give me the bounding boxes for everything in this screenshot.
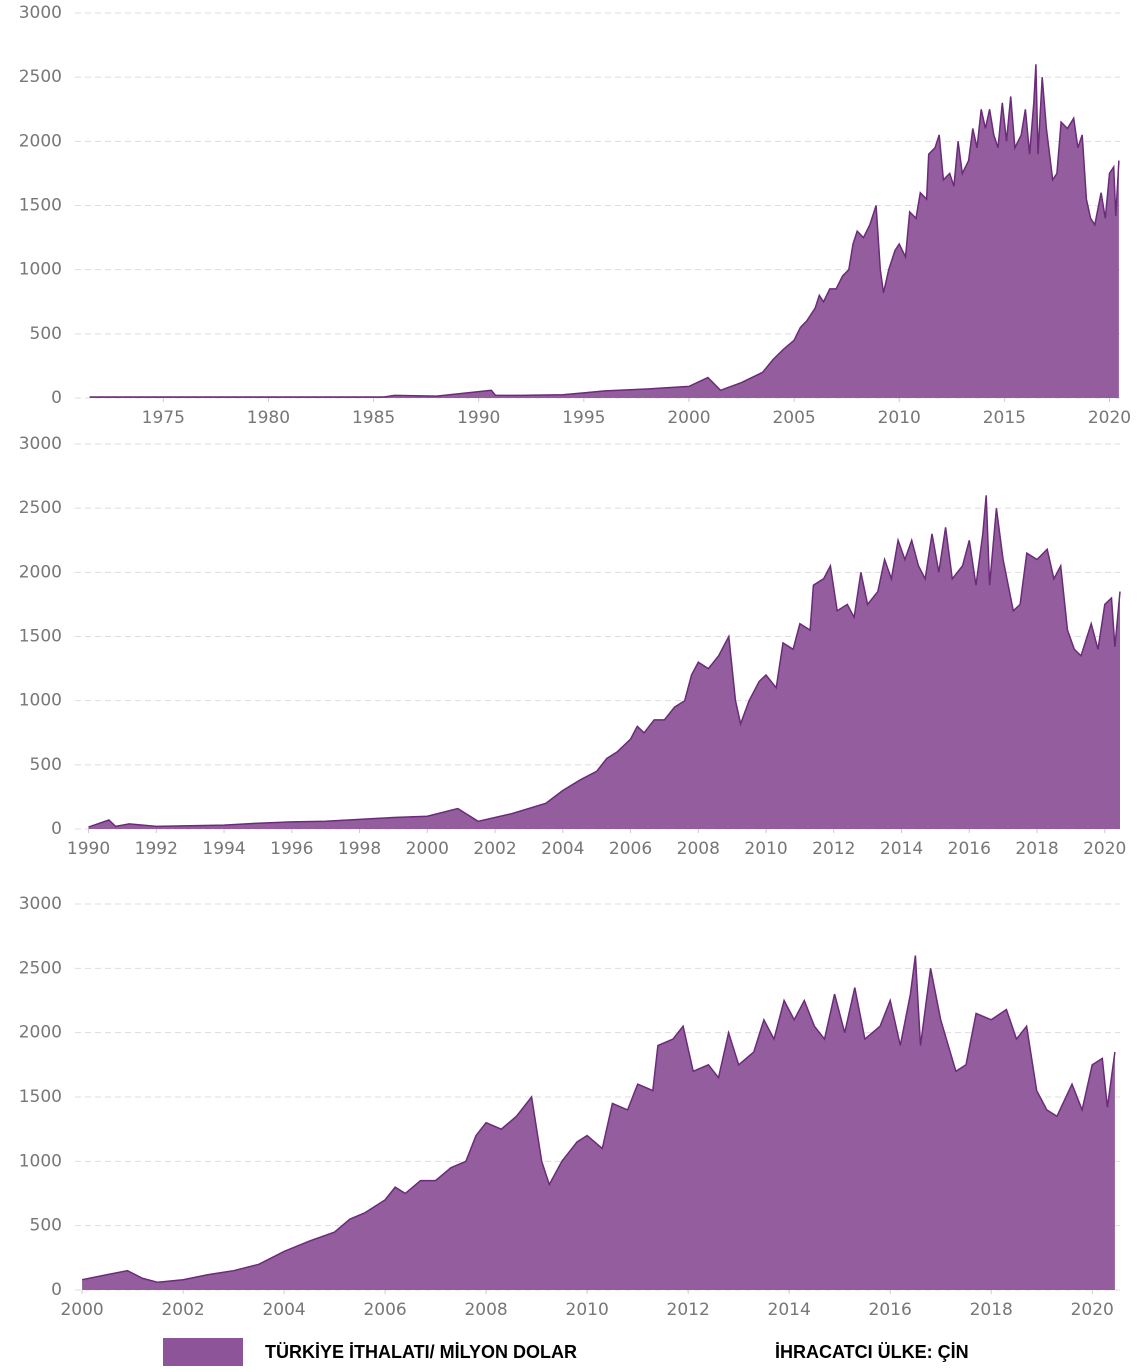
x-tick-label: 2010 xyxy=(566,1300,609,1320)
x-tick-label: 1990 xyxy=(457,408,500,428)
y-tick-label: 2500 xyxy=(19,498,62,518)
x-tick-label: 2006 xyxy=(609,839,652,859)
area xyxy=(88,495,1120,829)
x-tick-label: 1980 xyxy=(247,408,290,428)
x-tick-label: 1992 xyxy=(135,839,178,859)
y-tick-label: 3000 xyxy=(19,3,62,23)
x-tick-label: 1995 xyxy=(562,408,605,428)
x-tick-label: 2020 xyxy=(1088,408,1131,428)
y-tick-label: 3000 xyxy=(19,434,62,454)
x-tick-label: 2014 xyxy=(768,1300,811,1320)
x-tick-label: 2010 xyxy=(878,408,921,428)
x-tick-label: 2016 xyxy=(948,839,991,859)
y-tick-label: 1000 xyxy=(19,691,62,711)
area-line xyxy=(88,495,1121,828)
y-tick-label: 1000 xyxy=(19,260,62,280)
y-tick-label: 500 xyxy=(30,324,62,344)
y-tick-label: 2000 xyxy=(19,1023,62,1043)
legend-label: TÜRKİYE İTHALATI/ MİLYON DOLAR xyxy=(265,1342,577,1362)
annotation: İHRACATCI ÜLKE: ÇİN xyxy=(775,1342,969,1362)
y-tick-label: 0 xyxy=(51,388,62,408)
x-tick-label: 2012 xyxy=(667,1300,710,1320)
x-tick-label: 2015 xyxy=(983,408,1026,428)
x-tick-label: 1998 xyxy=(338,839,381,859)
y-tick-label: 0 xyxy=(51,819,62,839)
x-tick-label: 2000 xyxy=(60,1300,103,1320)
x-tick-label: 2000 xyxy=(406,839,449,859)
x-tick-label: 2010 xyxy=(744,839,787,859)
area xyxy=(89,64,1119,399)
y-tick-label: 1500 xyxy=(19,627,62,647)
area-line xyxy=(81,955,1116,1284)
x-tick-label: 2002 xyxy=(473,839,516,859)
x-tick-label: 2016 xyxy=(869,1300,912,1320)
area xyxy=(82,955,1115,1290)
legend-swatch xyxy=(163,1338,243,1366)
y-tick-label: 1000 xyxy=(19,1151,62,1171)
y-tick-label: 1500 xyxy=(19,1087,62,1107)
x-tick-label: 2004 xyxy=(541,839,584,859)
y-tick-label: 2500 xyxy=(19,958,62,978)
x-tick-label: 2020 xyxy=(1071,1300,1114,1320)
x-tick-label: 2008 xyxy=(464,1300,507,1320)
y-tick-label: 3000 xyxy=(19,894,62,914)
x-tick-label: 1985 xyxy=(352,408,395,428)
x-tick-label: 2005 xyxy=(772,408,815,428)
x-tick-label: 2006 xyxy=(363,1300,406,1320)
x-tick-label: 2000 xyxy=(667,408,710,428)
x-tick-label: 2012 xyxy=(812,839,855,859)
y-tick-label: 2000 xyxy=(19,131,62,151)
x-tick-label: 2004 xyxy=(262,1300,305,1320)
x-tick-label: 2020 xyxy=(1083,839,1126,859)
x-tick-label: 1994 xyxy=(202,839,245,859)
y-tick-label: 500 xyxy=(30,1216,62,1236)
x-tick-label: 1996 xyxy=(270,839,313,859)
y-tick-label: 2000 xyxy=(19,562,62,582)
y-tick-label: 0 xyxy=(51,1280,62,1300)
x-tick-label: 1990 xyxy=(67,839,110,859)
x-tick-label: 2018 xyxy=(1015,839,1058,859)
y-tick-label: 1500 xyxy=(19,196,62,216)
x-tick-label: 2008 xyxy=(677,839,720,859)
area-line xyxy=(89,64,1120,398)
x-tick-label: 2018 xyxy=(970,1300,1013,1320)
x-tick-label: 1975 xyxy=(142,408,185,428)
x-tick-label: 2002 xyxy=(161,1300,204,1320)
x-tick-label: 2014 xyxy=(880,839,923,859)
y-tick-label: 500 xyxy=(30,755,62,775)
y-tick-label: 2500 xyxy=(19,67,62,87)
